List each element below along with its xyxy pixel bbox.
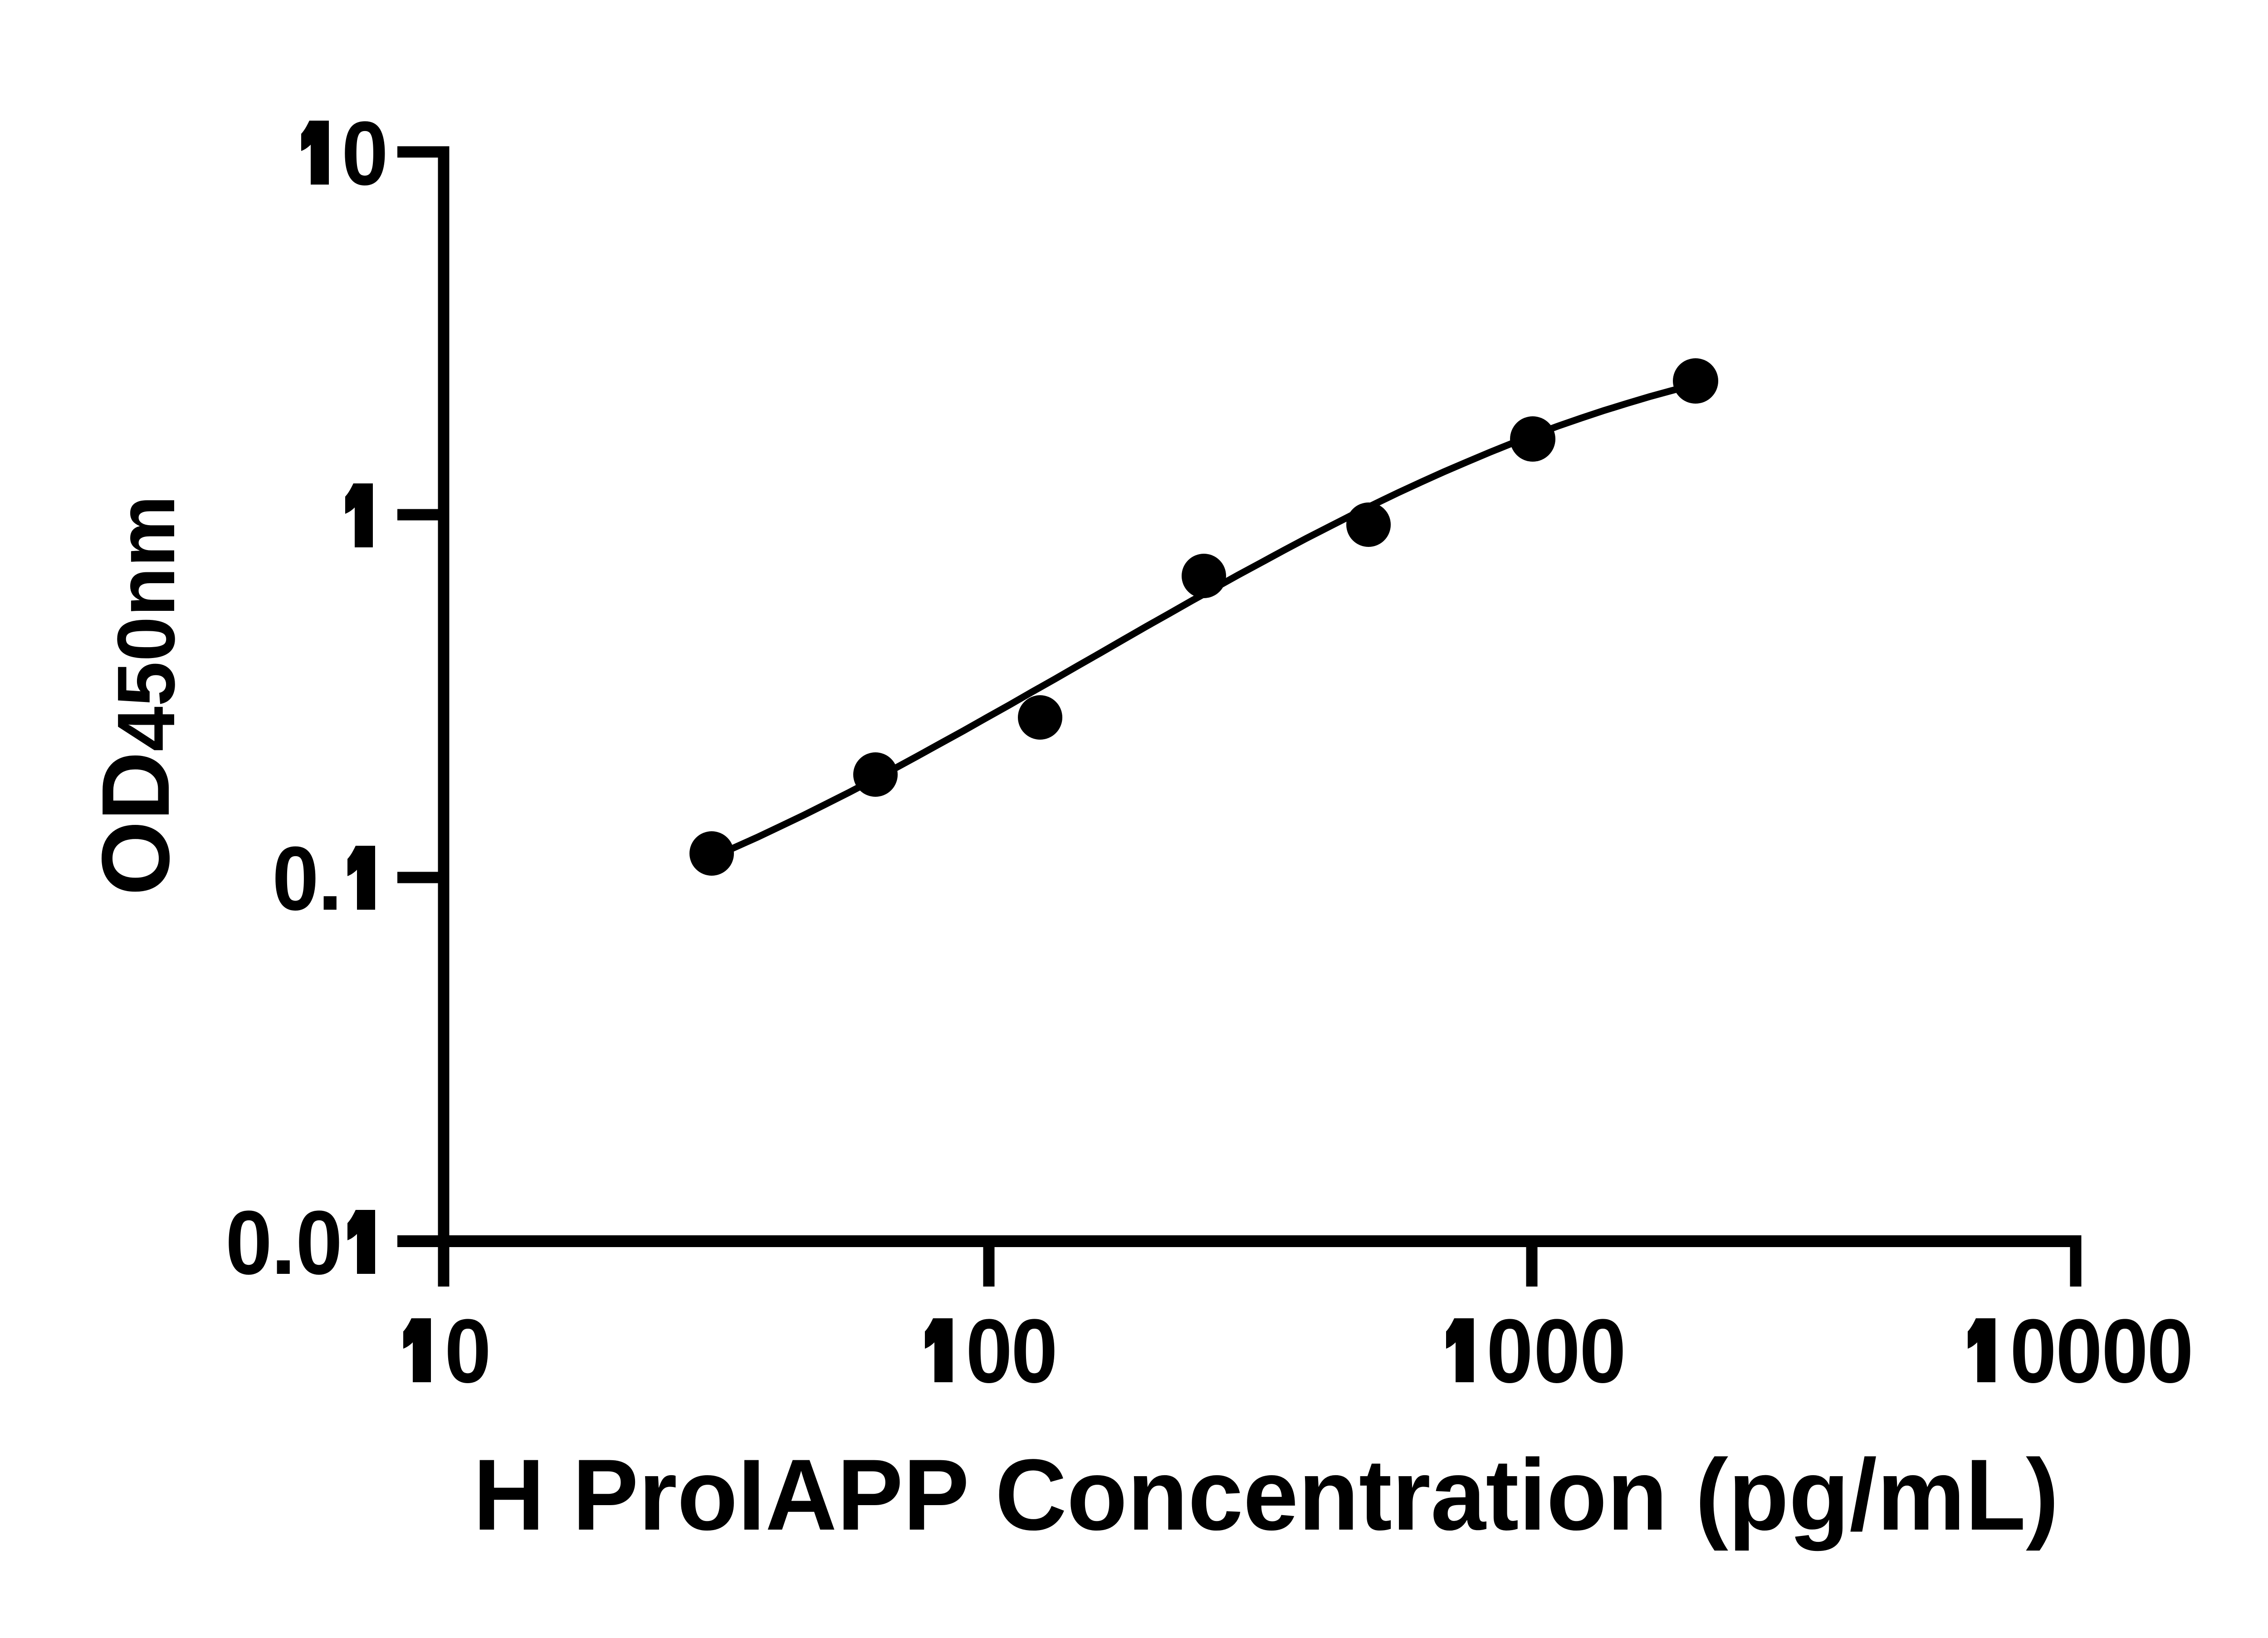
svg-text:0: 0 (272, 828, 319, 929)
svg-text:0: 0 (342, 103, 388, 204)
svg-text:.: . (271, 1192, 296, 1293)
svg-text:H ProIAPP Concentration (pg/mL: H ProIAPP Concentration (pg/mL) (473, 1438, 2059, 1551)
svg-text:0: 0 (1579, 1301, 1626, 1402)
svg-text:0: 0 (966, 1301, 1012, 1402)
svg-text:0: 0 (296, 1192, 342, 1293)
svg-text:0: 0 (2147, 1301, 2194, 1402)
svg-text:0: 0 (1011, 1301, 1058, 1402)
svg-text:0: 0 (2056, 1301, 2102, 1402)
svg-text:0: 0 (1486, 1301, 1533, 1402)
svg-text:0: 0 (2010, 1301, 2057, 1402)
svg-text:0: 0 (2102, 1301, 2148, 1402)
svg-text:0: 0 (445, 1301, 491, 1402)
svg-text:OD450nm: OD450nm (82, 495, 192, 896)
svg-text:0: 0 (225, 1192, 272, 1293)
svg-text:0: 0 (1534, 1301, 1580, 1402)
svg-text:.: . (318, 828, 343, 929)
